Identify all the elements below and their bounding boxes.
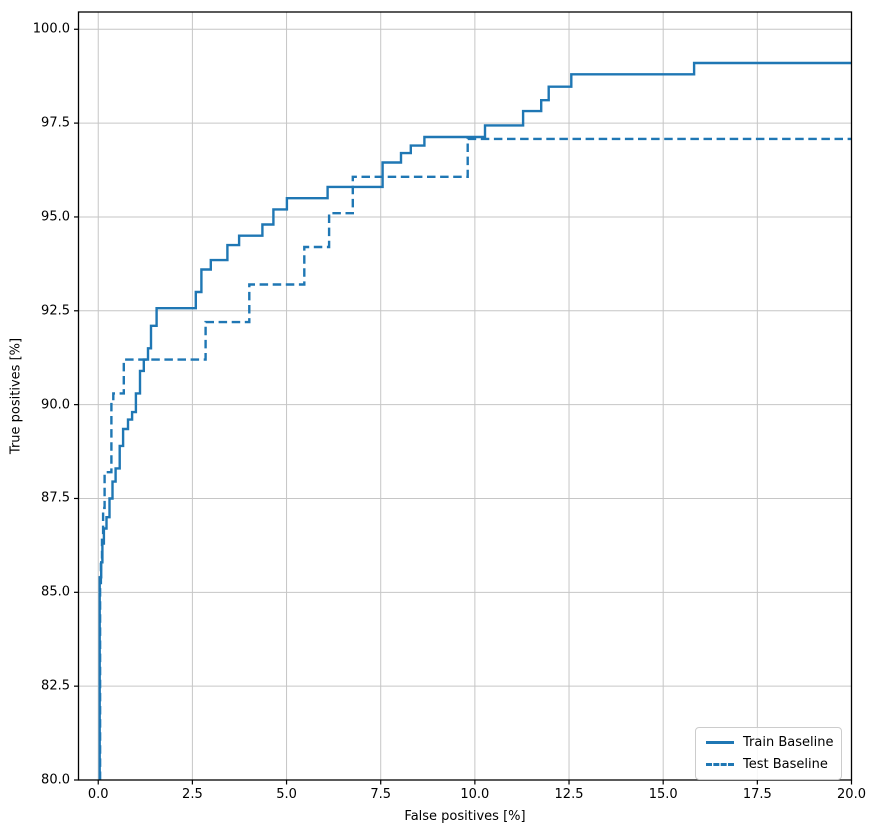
x-tick-label: 20.0 (837, 787, 866, 802)
plot-border (77, 11, 853, 781)
y-tick-label: 90.0 (41, 397, 70, 413)
dashed-line-sample-icon (706, 763, 734, 766)
x-tick-label: 2.5 (182, 787, 203, 802)
y-tick-label: 95.0 (41, 209, 70, 225)
legend-label-test: Test Baseline (743, 757, 828, 772)
grid (78, 12, 852, 781)
y-tick-label: 87.5 (41, 490, 70, 506)
y-tick-label: 100.0 (32, 21, 70, 37)
x-axis-label: False positives [%] (404, 809, 526, 824)
y-tick-label: 82.5 (41, 678, 70, 694)
y-tick-label: 80.0 (41, 772, 70, 788)
legend-item-test-baseline: Test Baseline (706, 757, 831, 772)
series-test-baseline (98, 137, 852, 780)
tick-marks (74, 28, 853, 785)
y-tick-label: 85.0 (41, 584, 70, 600)
x-tick-label: 15.0 (648, 787, 678, 802)
x-tick-label: 10.0 (460, 787, 490, 802)
solid-line-sample-icon (706, 741, 734, 744)
x-tick-label: 12.5 (554, 787, 584, 802)
legend: Train Baseline Test Baseline (695, 727, 842, 780)
x-tick-label: 17.5 (742, 787, 772, 802)
y-tick-label: 97.5 (41, 115, 70, 131)
legend-label-train: Train Baseline (743, 735, 834, 750)
y-tick-label: 92.5 (41, 303, 70, 319)
series-train-baseline (98, 61, 852, 780)
x-tick-label: 7.5 (370, 787, 392, 802)
legend-item-train-baseline: Train Baseline (706, 735, 834, 750)
x-tick-label: 5.0 (276, 787, 297, 802)
y-axis-label: True positives [%] (8, 337, 24, 455)
x-tick-label: 0.0 (87, 787, 109, 802)
